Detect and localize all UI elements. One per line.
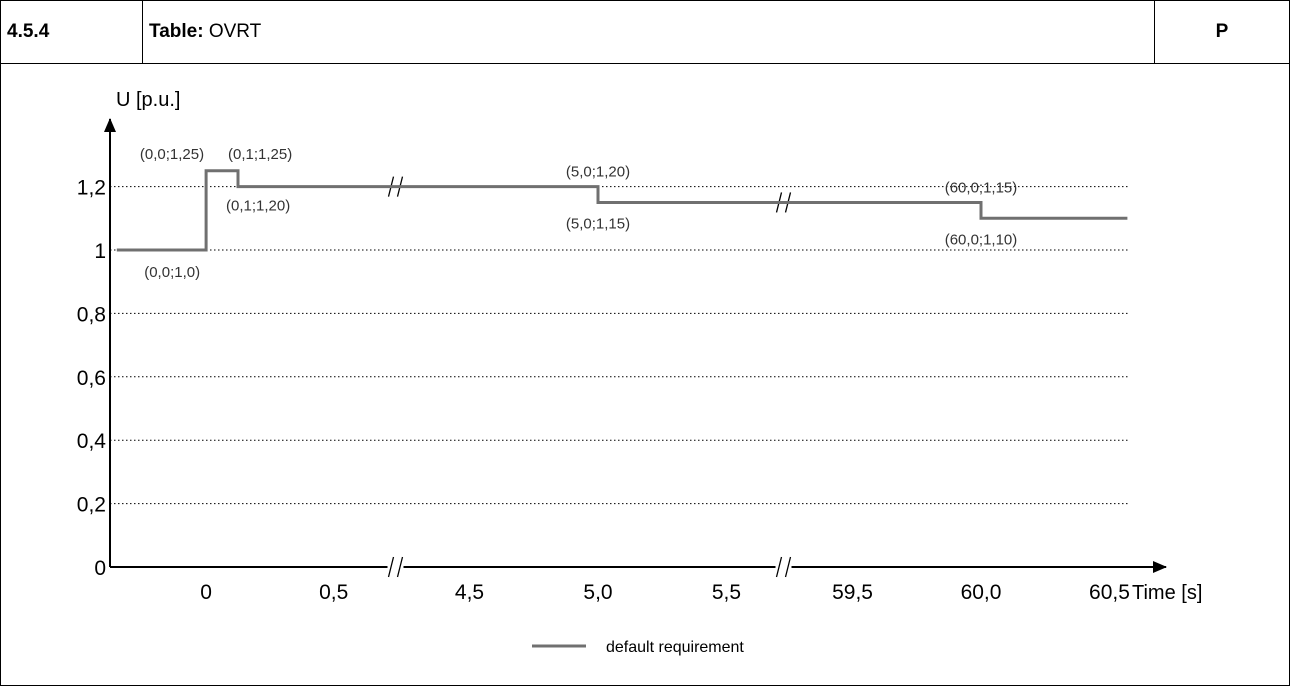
y-axis-label: U [p.u.] — [116, 89, 180, 111]
point-annotations: (0,0;1,25) (0,1;1,25) (0,1;1,20) (0,0;1,0) (… — [140, 146, 1017, 281]
table-prefix: Table: — [149, 21, 204, 42]
point-annotation: (0,1;1,25) — [228, 146, 292, 163]
x-tick-label: 5,5 — [712, 581, 741, 604]
ovrt-chart: 0 0,2 0,4 0,6 0,8 1 1,2 0 0,5 4,5 5,0 5,5 59,5 60,0 6… — [77, 89, 1203, 656]
point-annotation: (60,0;1,15) — [945, 179, 1018, 196]
x-tick-label: 4,5 — [455, 581, 484, 604]
section-number: 4.5.4 — [1, 1, 143, 63]
legend: default requirement — [532, 639, 744, 656]
break-mark — [775, 556, 783, 578]
flag-cell: P — [1215, 21, 1229, 42]
table-name: OVRT — [208, 21, 262, 42]
y-tick-labels: 0 0,2 0,4 0,6 0,8 1 1,2 — [77, 177, 107, 580]
y-tick-label: 0,6 — [77, 367, 106, 390]
point-annotation: (60,0;1,10) — [945, 231, 1018, 248]
y-tick-label: 0,4 — [77, 430, 107, 453]
point-annotation: (0,1;1,20) — [226, 198, 290, 215]
legend-label: default requirement — [606, 639, 744, 656]
break-mark — [784, 556, 792, 578]
point-annotation: (5,0;1,20) — [566, 164, 630, 181]
y-tick-label: 1,2 — [77, 177, 106, 200]
point-annotation: (0,0;1,0) — [144, 264, 200, 281]
x-tick-label: 0 — [200, 581, 212, 604]
x-tick-label: 5,0 — [583, 581, 612, 604]
point-annotation: (0,0;1,25) — [140, 146, 204, 163]
table-title: Table: OVRT — [143, 1, 1155, 63]
x-axis-label: Time [s] — [1132, 582, 1202, 604]
series-line — [116, 169, 1128, 252]
grid-lines — [110, 186, 1128, 505]
y-tick-label: 1 — [94, 240, 106, 263]
break-gap — [775, 557, 792, 577]
point-annotation: (5,0;1,15) — [566, 215, 630, 232]
x-tick-label: 60,0 — [961, 581, 1002, 604]
x-tick-label: 0,5 — [319, 581, 348, 604]
y-tick-label: 0 — [94, 557, 106, 580]
table-header: 4.5.4 Table: OVRT P — [1, 1, 1289, 64]
x-tick-labels: 0 0,5 4,5 5,0 5,5 59,5 60,0 60,5 — [200, 581, 1130, 604]
break-mark — [387, 556, 395, 578]
y-tick-label: 0,2 — [77, 494, 106, 517]
x-tick-label: 59,5 — [832, 581, 873, 604]
break-mark — [396, 556, 404, 578]
series-group — [116, 169, 1128, 252]
x-tick-label: 60,5 — [1089, 581, 1130, 604]
break-gap — [387, 557, 404, 577]
y-tick-label: 0,8 — [77, 303, 106, 326]
